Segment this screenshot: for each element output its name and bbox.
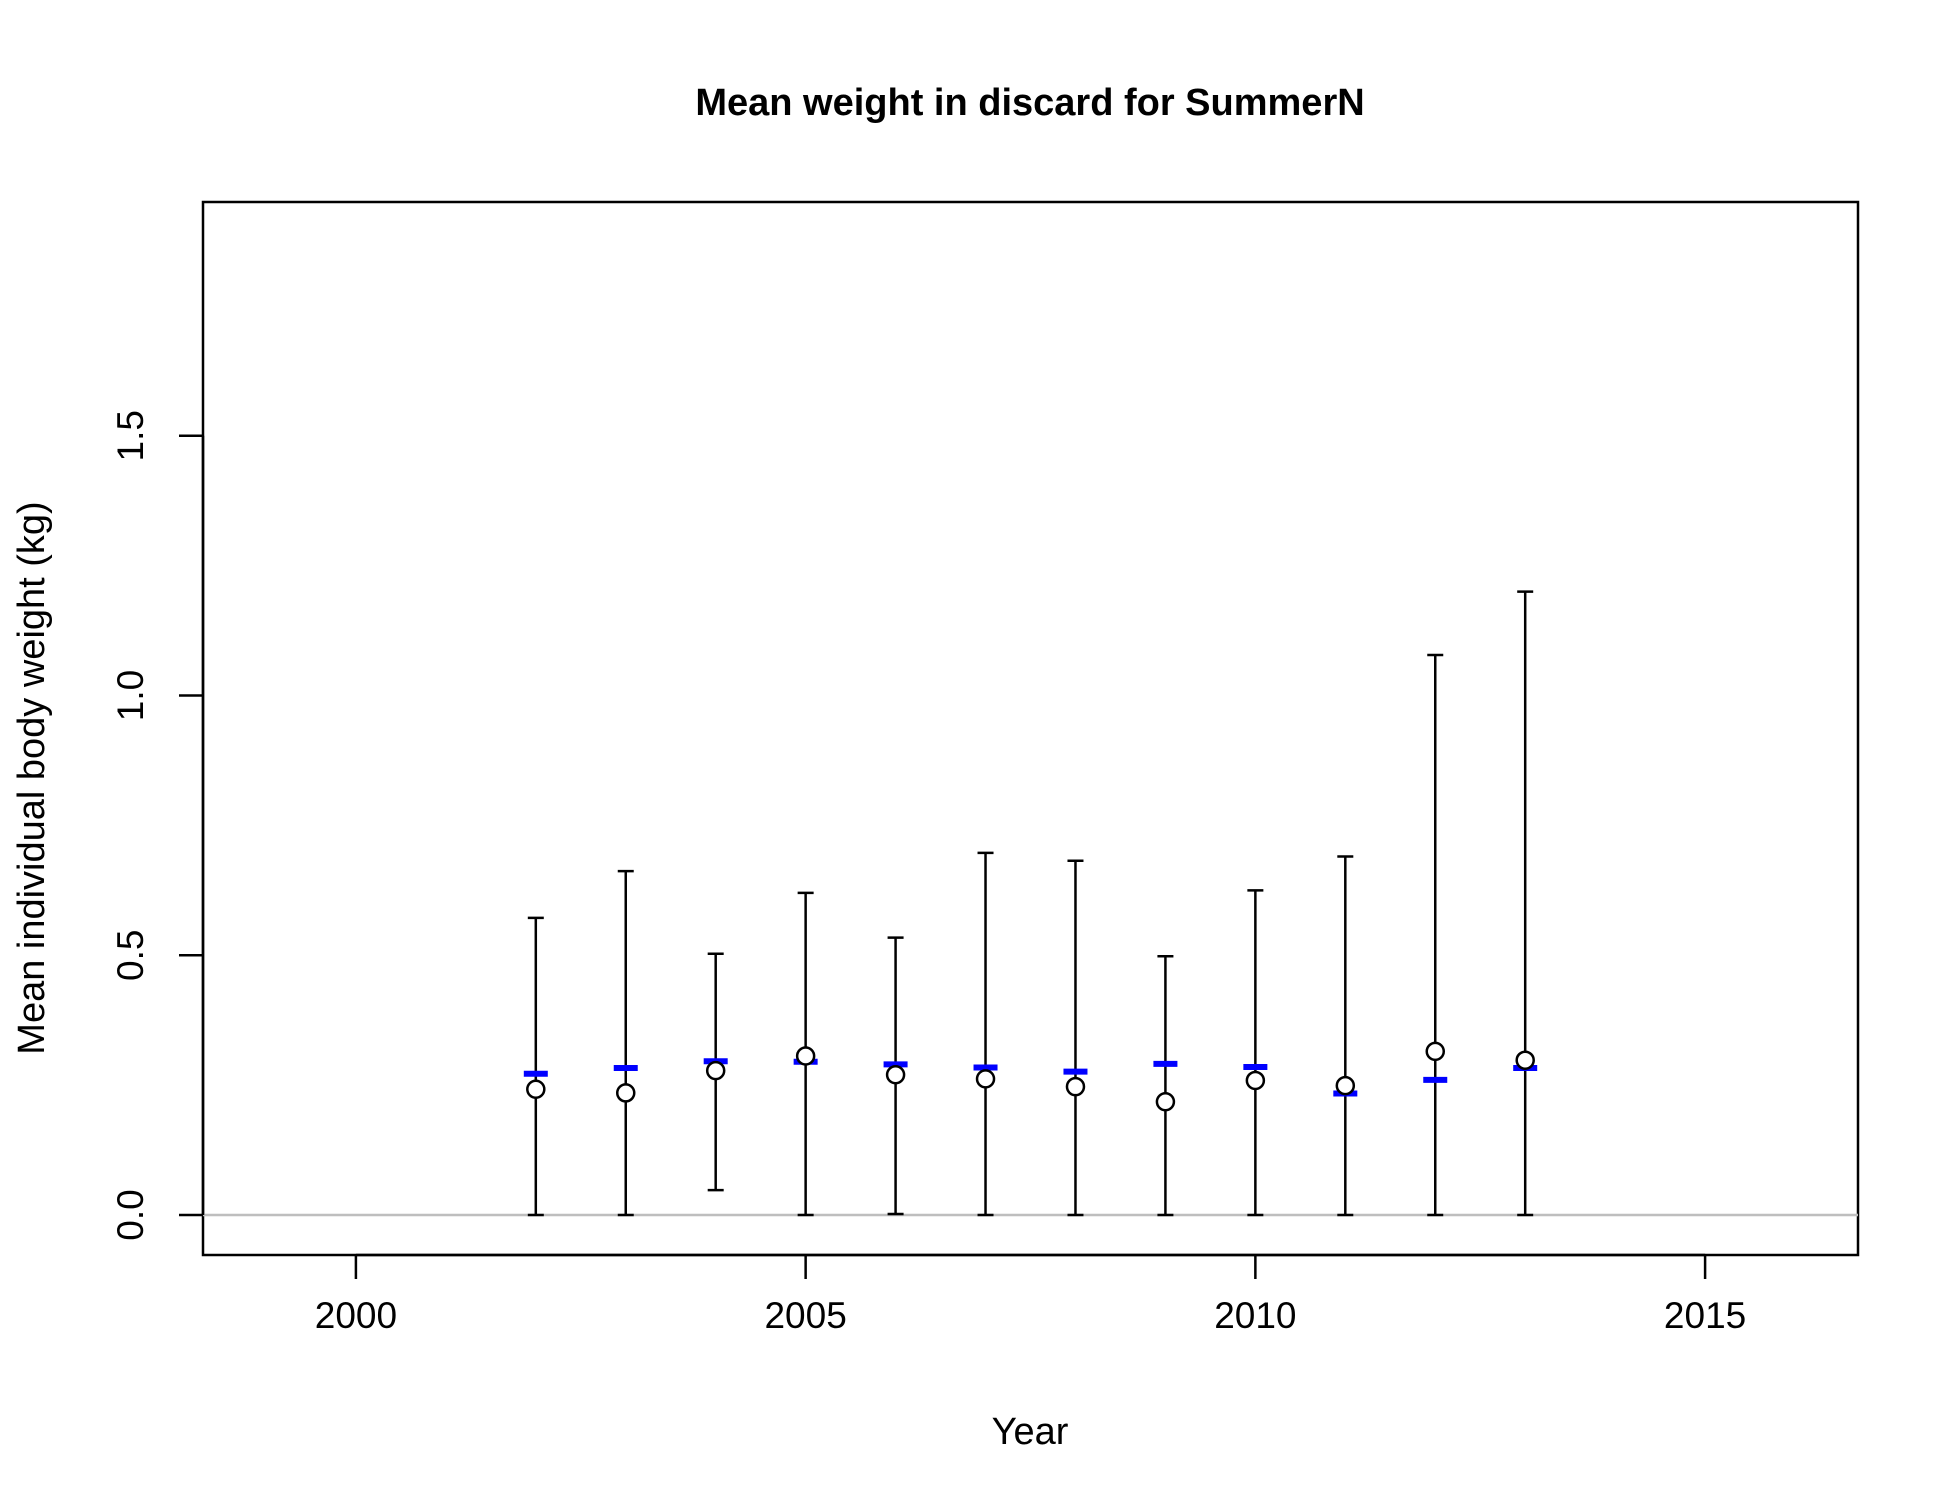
y-axis: 0.0 0.5 1.0 1.5 (110, 410, 205, 1241)
observed-point (705, 1060, 726, 1081)
x-tick-label: 2015 (1664, 1295, 1746, 1336)
observed-point (1335, 1075, 1356, 1096)
observed-layer (526, 1041, 1535, 1112)
x-tick-label: 2005 (764, 1295, 846, 1336)
observed-point (1425, 1041, 1446, 1062)
chart-title: Mean weight in discard for SummerN (695, 82, 1364, 124)
x-tick-label: 2000 (315, 1295, 397, 1336)
observed-point (526, 1079, 546, 1100)
y-tick-label: 0.0 (110, 1189, 151, 1240)
x-tick-label: 2010 (1214, 1295, 1296, 1336)
expected-layer (523, 1058, 1538, 1097)
observed-point (1245, 1070, 1266, 1091)
y-axis-label: Mean individual body weight (kg) (11, 501, 53, 1054)
x-axis-label: Year (992, 1411, 1069, 1453)
observed-point (1065, 1076, 1086, 1097)
y-tick-label: 1.5 (110, 410, 151, 461)
observed-point (1155, 1092, 1176, 1112)
observed-point (1515, 1050, 1535, 1070)
y-tick-label: 0.5 (110, 930, 151, 981)
x-axis: 2000 2005 2010 2015 (315, 1253, 1746, 1336)
observed-point (795, 1046, 816, 1066)
y-tick-label: 1.0 (110, 670, 151, 721)
observed-point (975, 1069, 996, 1089)
observed-point (615, 1083, 636, 1103)
interval-layer (527, 590, 1534, 1217)
observed-point (885, 1064, 906, 1085)
plot-frame (201, 200, 1860, 1257)
